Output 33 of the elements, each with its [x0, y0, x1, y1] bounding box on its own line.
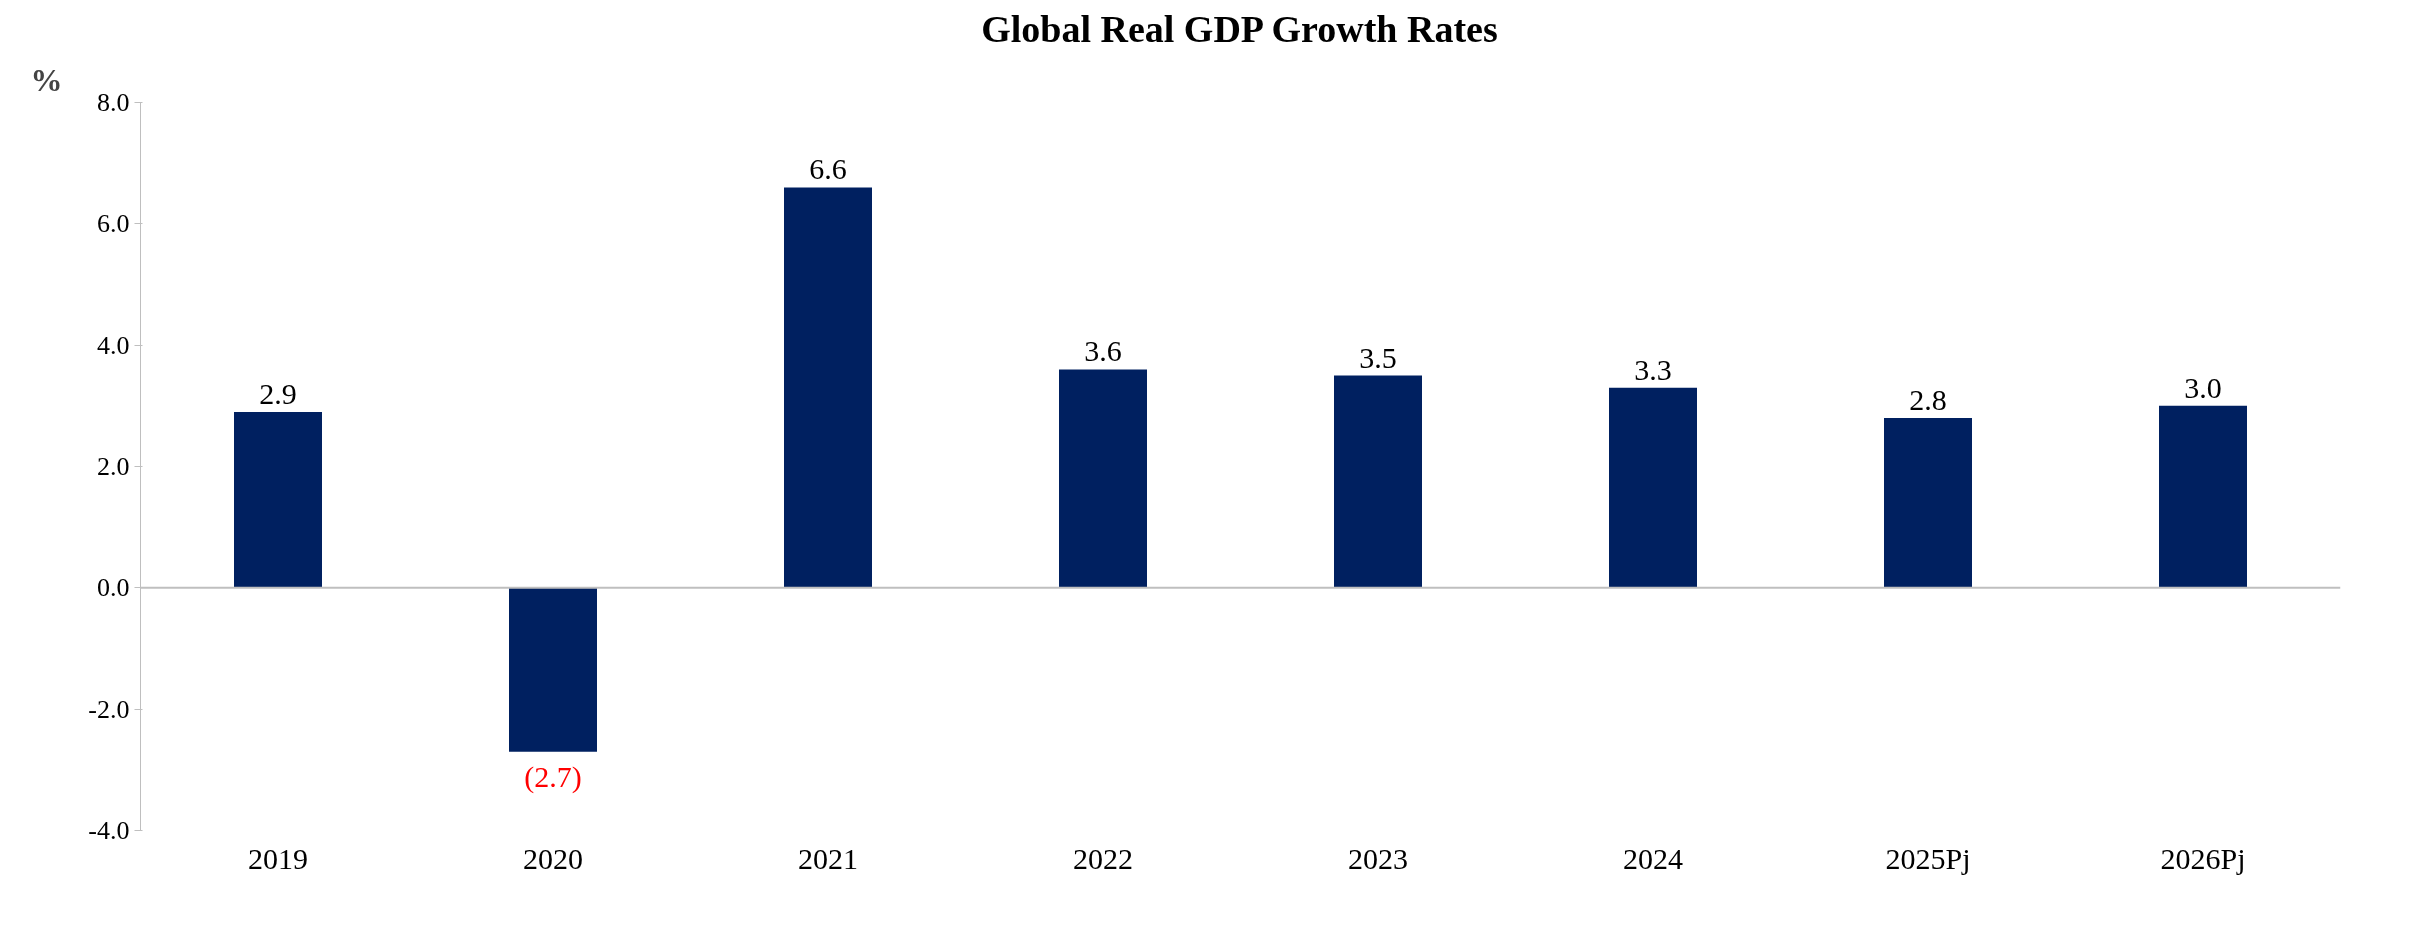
x-tick-label: 2024 [1623, 841, 1683, 875]
bar [1609, 387, 1697, 588]
x-tick-label: 2025Pj [1885, 841, 1971, 875]
data-label: 3.6 [1084, 334, 1122, 368]
chart-title: Global Real GDP Growth Rates [981, 7, 1498, 50]
y-tick-label: 2.0 [97, 452, 130, 481]
data-label: (2.7) [524, 759, 582, 794]
x-tick-label: 2023 [1348, 841, 1408, 875]
data-label: 2.9 [259, 376, 297, 410]
y-tick-label: -2.0 [88, 694, 130, 724]
x-tick-label: 2021 [798, 841, 858, 875]
y-tick-label: 4.0 [97, 330, 130, 360]
y-axis-title: % [30, 61, 63, 98]
bar [2159, 405, 2247, 588]
y-tick-label: 8.0 [97, 88, 130, 117]
bar [1334, 375, 1422, 588]
data-label: 6.6 [809, 152, 847, 186]
data-label: 3.3 [1634, 352, 1672, 386]
data-label: 3.5 [1359, 340, 1397, 374]
data-label: 3.0 [2184, 370, 2222, 404]
x-tick-label: 2022 [1073, 841, 1133, 875]
bar [1884, 417, 1972, 588]
x-tick-label: 2026Pj [2160, 841, 2246, 875]
bar [234, 411, 322, 588]
data-label: 2.8 [1909, 382, 1947, 416]
bar [784, 187, 872, 588]
y-tick-label: 6.0 [97, 209, 130, 239]
bar [1059, 369, 1147, 588]
y-tick-label: -4.0 [88, 816, 130, 845]
x-tick-label: 2020 [523, 841, 583, 875]
y-tick-label: 0.0 [97, 573, 130, 603]
x-tick-label: 2019 [248, 841, 308, 875]
bar [509, 587, 597, 752]
